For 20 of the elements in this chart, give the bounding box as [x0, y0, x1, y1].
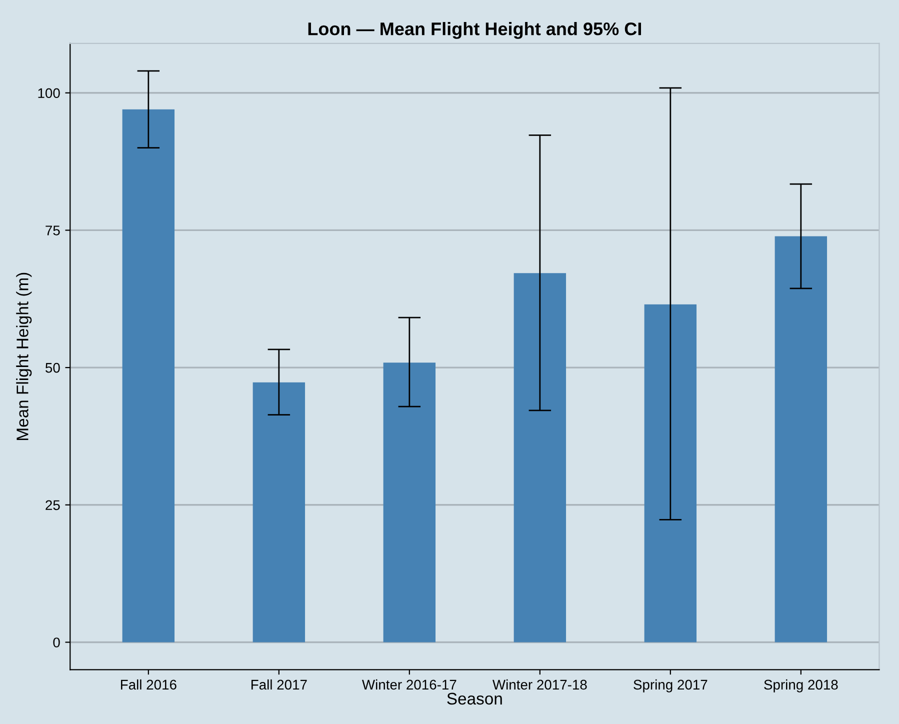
- x-tick-label: Winter 2016-17: [362, 679, 456, 690]
- x-axis-title: Season: [447, 692, 502, 705]
- x-tick-label: Spring 2018: [764, 679, 838, 692]
- bar: [383, 362, 436, 642]
- bar: [514, 273, 566, 642]
- bar: [122, 109, 175, 642]
- x-tick-label: Fall 2016: [120, 679, 176, 690]
- y-tick-label: 25: [46, 500, 60, 510]
- x-tick-label: Winter 2017-18: [492, 679, 587, 690]
- bar: [644, 304, 697, 642]
- x-tick-label: Spring 2017: [634, 679, 708, 692]
- y-tick-label: 100: [38, 88, 60, 98]
- bar: [252, 382, 306, 642]
- y-tick-label: 50: [46, 362, 60, 373]
- y-axis-title: Mean Flight Height (m): [16, 272, 32, 440]
- y-tick-label: 75: [46, 226, 60, 236]
- bar: [774, 236, 828, 642]
- y-tick-label: 0: [53, 638, 60, 648]
- chart-title: Loon — Mean Flight Height and 95% CI: [308, 22, 641, 39]
- x-tick-label: Fall 2017: [251, 679, 307, 690]
